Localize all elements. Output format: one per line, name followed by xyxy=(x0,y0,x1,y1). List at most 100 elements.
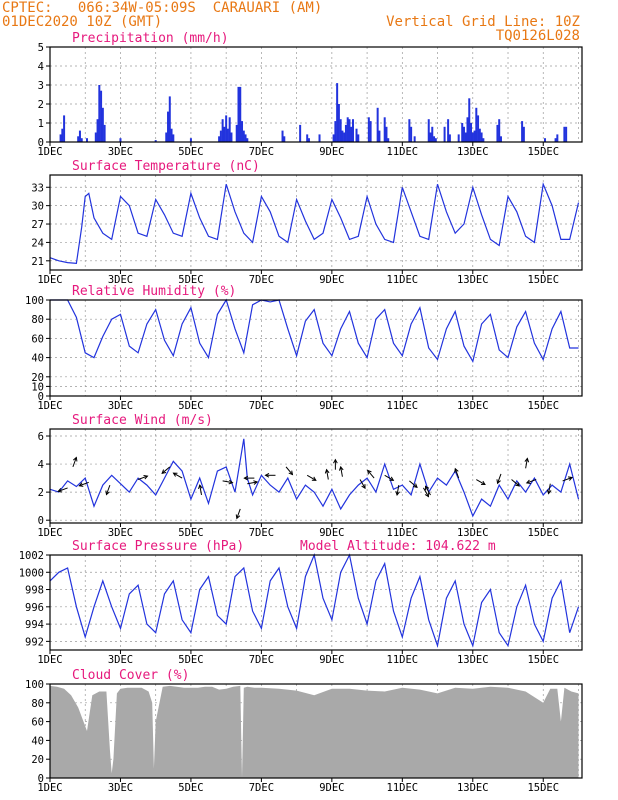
precip-bar xyxy=(387,138,390,142)
precip-bar xyxy=(475,107,478,142)
precip-bar xyxy=(468,98,471,142)
wind-arrowhead xyxy=(57,488,63,493)
precip-bar xyxy=(189,138,192,142)
wind-arrowhead xyxy=(78,482,84,487)
precip-bar xyxy=(244,134,247,142)
y-tick-label: 5 xyxy=(38,42,44,54)
precip-bar xyxy=(385,126,388,142)
precip-bar xyxy=(480,132,483,142)
precip-bar xyxy=(299,124,302,142)
panel-frame xyxy=(49,428,583,524)
x-tick-label: 11DEC xyxy=(387,782,419,794)
x-tick-label: 11DEC xyxy=(387,274,419,286)
precip-bar xyxy=(357,134,360,142)
x-tick-label: 11DEC xyxy=(387,400,419,412)
y-tick-label: 3 xyxy=(38,80,44,92)
x-tick-label: 9DEC xyxy=(319,274,344,286)
wind-arrow xyxy=(236,508,241,519)
precip-bar xyxy=(221,119,224,142)
precip-bar xyxy=(383,117,386,142)
wind-arrow xyxy=(425,486,431,496)
wind-arrowhead xyxy=(288,470,294,476)
panel-title: Surface Wind (m/s) xyxy=(72,413,213,428)
precip-bar xyxy=(223,126,226,142)
wind-arrow xyxy=(525,458,528,469)
precip-bar xyxy=(100,90,103,142)
y-tick-label: 80 xyxy=(31,698,44,710)
precip-bar xyxy=(334,121,337,142)
header-date: 01DEC2020 10Z (GMT) xyxy=(2,14,162,30)
precip-bar xyxy=(307,138,310,142)
panel-title: Surface Temperature (nC) xyxy=(72,159,260,174)
wind-arrow xyxy=(199,485,202,496)
wind-arrow xyxy=(454,468,460,479)
x-tick-label: 5DEC xyxy=(178,527,203,539)
precip-bar xyxy=(59,134,62,142)
precip-bar xyxy=(376,107,379,142)
wind-arrow xyxy=(562,477,573,482)
precip-bar xyxy=(447,119,450,142)
wind-arrowhead xyxy=(424,485,430,491)
x-tick-label: 7DEC xyxy=(249,400,274,412)
precip-bar xyxy=(466,117,469,142)
y-tick-label: 2 xyxy=(38,487,44,499)
precip-bar xyxy=(482,138,485,142)
precip-bar xyxy=(170,128,173,142)
wind-arrowhead xyxy=(525,479,531,485)
y-tick-label: 1000 xyxy=(19,567,44,579)
y-tick-label: 21 xyxy=(31,256,44,268)
y-tick-label: 60 xyxy=(31,333,44,345)
series-line-humidity xyxy=(50,298,579,364)
y-tick-label: 80 xyxy=(31,314,44,326)
panel-title: Precipitation (mm/h) xyxy=(72,31,229,46)
wind-arrowhead xyxy=(567,476,573,481)
precip-bar xyxy=(78,130,81,142)
y-tick-label: 4 xyxy=(38,61,44,73)
precip-bar xyxy=(448,134,451,142)
wind-arrowhead xyxy=(311,476,317,481)
x-tick-label: 15DEC xyxy=(527,274,559,286)
precip-bar xyxy=(431,126,434,142)
x-tick-label: 1DEC xyxy=(37,527,62,539)
y-tick-label: 1 xyxy=(38,118,44,130)
x-tick-label: 11DEC xyxy=(387,654,419,666)
wind-arrow xyxy=(384,474,394,481)
x-tick-label: 9DEC xyxy=(319,146,344,158)
precip-bar xyxy=(348,119,351,142)
wind-arrowhead xyxy=(413,483,418,489)
precip-bar xyxy=(429,132,432,142)
wind-arrow xyxy=(340,466,343,477)
wind-arrowhead xyxy=(264,472,270,478)
cloud-area xyxy=(50,685,579,778)
x-tick-label: 13DEC xyxy=(457,654,489,666)
x-tick-label: 13DEC xyxy=(457,274,489,286)
x-tick-label: 3DEC xyxy=(108,146,133,158)
precip-bar xyxy=(462,126,465,142)
wind-arrow xyxy=(58,487,68,492)
y-tick-label: 2 xyxy=(38,99,44,111)
precip-bar xyxy=(306,134,309,142)
x-tick-label: 11DEC xyxy=(387,527,419,539)
precip-bar xyxy=(219,130,222,142)
precip-bar xyxy=(522,126,525,142)
y-tick-label: 0 xyxy=(38,137,44,149)
wind-arrow xyxy=(306,474,317,481)
panel-precip: 0 1 2 3 4 5 1DEC 3DEC 5DEC 7DEC 9DEC 11DEC 13DEC 15DE… xyxy=(37,31,583,158)
panel-frame xyxy=(49,46,583,143)
y-tick-label: 20 xyxy=(31,754,44,766)
x-tick-label: 5DEC xyxy=(178,400,203,412)
panel-frame xyxy=(49,299,583,397)
precip-bar xyxy=(167,111,170,142)
y-tick-label: 33 xyxy=(31,182,44,194)
y-tick-label: 100 xyxy=(25,295,44,307)
panel-wind: 0 2 4 6 1DEC 3DEC 5DEC 7DEC 9DEC 11DEC 13DEC 15DEC S… xyxy=(37,413,583,539)
wind-arrowhead xyxy=(228,479,234,485)
y-tick-label: 60 xyxy=(31,717,44,729)
precip-bar xyxy=(478,128,481,142)
precip-bar xyxy=(344,124,347,142)
precip-bar xyxy=(367,117,370,142)
wind-arrow xyxy=(79,481,89,487)
x-tick-label: 5DEC xyxy=(178,782,203,794)
precip-bar xyxy=(413,136,416,142)
